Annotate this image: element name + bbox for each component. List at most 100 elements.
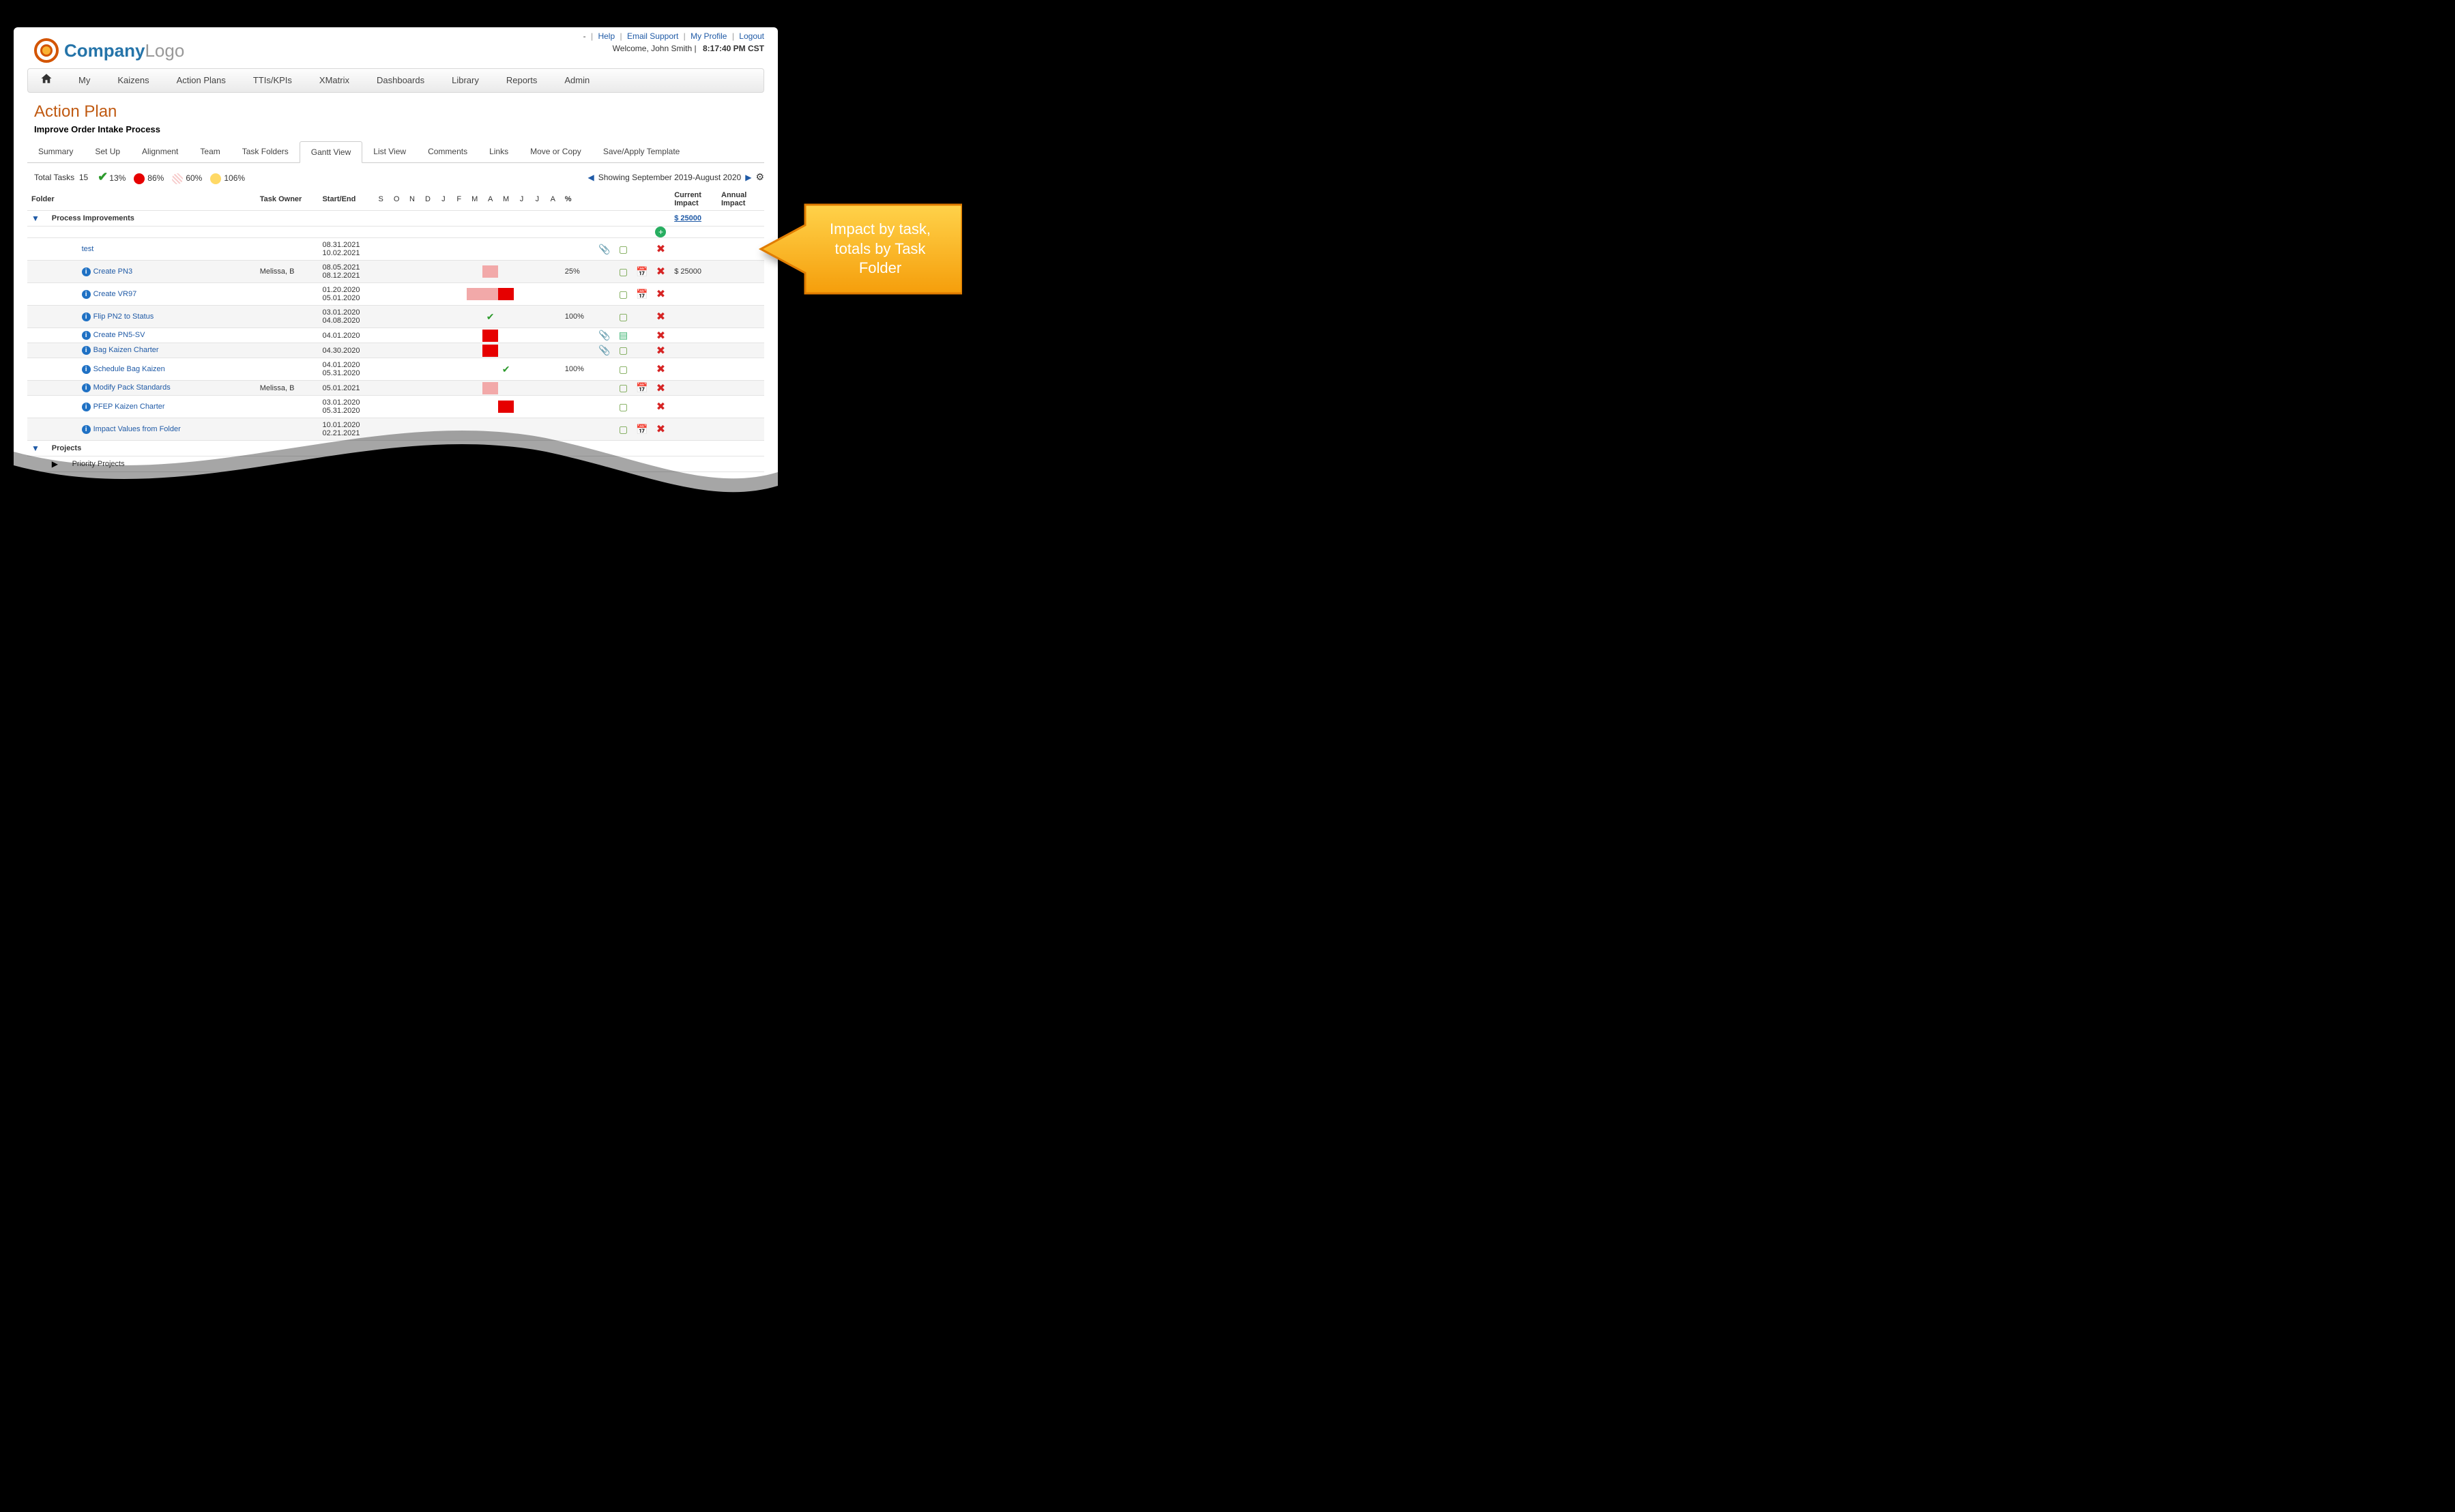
task-name-link[interactable]: Flip PN2 to Status	[93, 312, 154, 321]
task-name-link[interactable]: Create PN5-SV	[93, 331, 145, 339]
note-icon[interactable]: ▢	[619, 244, 628, 255]
task-owner	[256, 238, 319, 261]
delete-icon[interactable]: ✖	[656, 289, 665, 300]
info-icon[interactable]: i	[82, 312, 91, 321]
collapse-icon[interactable]: ▼	[31, 214, 44, 223]
subtab[interactable]: List View	[362, 141, 417, 162]
nav-item[interactable]: Reports	[493, 68, 551, 93]
logout-link[interactable]: Logout	[739, 31, 764, 41]
my-profile-link[interactable]: My Profile	[691, 31, 727, 41]
task-current-impact	[670, 343, 717, 358]
nav-item[interactable]: Admin	[551, 68, 603, 93]
note-icon[interactable]: ▢	[619, 401, 628, 413]
note-icon[interactable]: ▢	[619, 311, 628, 323]
subtab[interactable]: Task Folders	[231, 141, 300, 162]
task-pct	[561, 418, 595, 441]
task-current-impact: $ 25000	[670, 261, 717, 283]
info-icon[interactable]: i	[82, 346, 91, 355]
note-icon[interactable]: ▢	[619, 364, 628, 375]
task-name-link[interactable]: PFEP Kaizen Charter	[93, 403, 165, 411]
attachment-icon[interactable]: 📎	[598, 345, 610, 355]
add-task-icon[interactable]: +	[655, 227, 666, 237]
folder-name[interactable]: Projects	[48, 441, 256, 456]
chat-icon[interactable]: ▤	[619, 330, 628, 341]
delete-icon[interactable]: ✖	[656, 424, 665, 435]
help-link[interactable]: Help	[598, 31, 615, 41]
nav-home-icon[interactable]	[28, 68, 65, 93]
task-owner	[256, 328, 319, 343]
task-name-link[interactable]: Schedule Bag Kaizen	[93, 365, 165, 373]
task-name-link[interactable]: Modify Pack Standards	[93, 383, 171, 392]
attachment-icon[interactable]: 📎	[598, 330, 610, 340]
nav-item[interactable]: Kaizens	[104, 68, 162, 93]
note-icon[interactable]: ▢	[619, 424, 628, 435]
note-icon[interactable]: ▢	[619, 266, 628, 278]
nav-item[interactable]: My	[65, 68, 104, 93]
subtab[interactable]: Gantt View	[300, 141, 362, 163]
range-prev-icon[interactable]: ◀	[587, 173, 594, 182]
delete-icon[interactable]: ✖	[656, 401, 665, 413]
collapse-icon[interactable]: ▼	[31, 444, 44, 453]
task-name-link[interactable]: test	[82, 245, 94, 253]
expand-icon[interactable]: ▶	[52, 459, 62, 469]
delete-icon[interactable]: ✖	[656, 311, 665, 323]
subtab[interactable]: Summary	[27, 141, 84, 162]
attachment-icon[interactable]: 📎	[598, 244, 610, 255]
col-owner[interactable]: Task Owner	[256, 188, 319, 211]
calendar-icon[interactable]: 📅	[636, 266, 648, 278]
gear-icon[interactable]: ⚙	[755, 171, 764, 183]
delete-icon[interactable]: ✖	[656, 383, 665, 394]
subtab[interactable]: Team	[189, 141, 231, 162]
subtab[interactable]: Alignment	[131, 141, 189, 162]
task-current-impact	[670, 381, 717, 396]
nav-item[interactable]: Library	[438, 68, 493, 93]
task-name-link[interactable]: Impact Values from Folder	[93, 425, 181, 433]
subtab[interactable]: Set Up	[84, 141, 131, 162]
col-pct[interactable]: %	[561, 188, 595, 211]
subtab[interactable]: Move or Copy	[519, 141, 592, 162]
nav-item[interactable]: XMatrix	[306, 68, 363, 93]
nav-item[interactable]: Dashboards	[363, 68, 438, 93]
delete-icon[interactable]: ✖	[656, 345, 665, 357]
info-icon[interactable]: i	[82, 365, 91, 374]
folder-impact-link[interactable]: $ 25000	[674, 214, 701, 222]
delete-icon[interactable]: ✖	[656, 330, 665, 342]
range-next-icon[interactable]: ▶	[745, 173, 751, 182]
col-folder[interactable]: Folder	[27, 188, 256, 211]
folder-name[interactable]: Process Improvements	[48, 211, 256, 227]
note-icon[interactable]: ▢	[619, 382, 628, 394]
nav-item[interactable]: Action Plans	[163, 68, 239, 93]
col-startend[interactable]: Start/End	[318, 188, 373, 211]
top-dash: -	[583, 31, 586, 41]
gantt-bar	[482, 288, 498, 300]
col-current-impact[interactable]: Current Impact	[670, 188, 717, 211]
callout-arrow: Impact by task, totals by Task Folder	[757, 198, 962, 300]
task-name-link[interactable]: Create PN3	[93, 267, 132, 276]
subtab[interactable]: Links	[478, 141, 519, 162]
task-name-link[interactable]: Bag Kaizen Charter	[93, 346, 159, 354]
nav-item[interactable]: TTIs/KPIs	[239, 68, 306, 93]
calendar-icon[interactable]: 📅	[636, 289, 648, 300]
info-icon[interactable]: i	[82, 383, 91, 392]
task-owner	[256, 343, 319, 358]
info-icon[interactable]: i	[82, 403, 91, 411]
note-icon[interactable]: ▢	[619, 345, 628, 356]
info-icon[interactable]: i	[82, 425, 91, 434]
delete-icon[interactable]: ✖	[656, 244, 665, 255]
delete-icon[interactable]: ✖	[656, 364, 665, 375]
info-icon[interactable]: i	[82, 331, 91, 340]
subfolder-name[interactable]: Priority Projects	[68, 456, 256, 472]
calendar-icon[interactable]: 📅	[636, 382, 648, 394]
task-name-link[interactable]: Create VR97	[93, 290, 137, 298]
legend-pct: 60%	[186, 173, 202, 183]
calendar-icon[interactable]: 📅	[636, 424, 648, 435]
subtab[interactable]: Comments	[417, 141, 478, 162]
info-icon[interactable]: i	[82, 267, 91, 276]
delete-icon[interactable]: ✖	[656, 266, 665, 278]
logo[interactable]: CompanyLogo	[14, 38, 778, 68]
email-support-link[interactable]: Email Support	[627, 31, 678, 41]
info-icon[interactable]: i	[82, 290, 91, 299]
note-icon[interactable]: ▢	[619, 289, 628, 300]
subtab[interactable]: Save/Apply Template	[592, 141, 691, 162]
task-dates: 08.05.202108.12.2021	[318, 261, 373, 283]
